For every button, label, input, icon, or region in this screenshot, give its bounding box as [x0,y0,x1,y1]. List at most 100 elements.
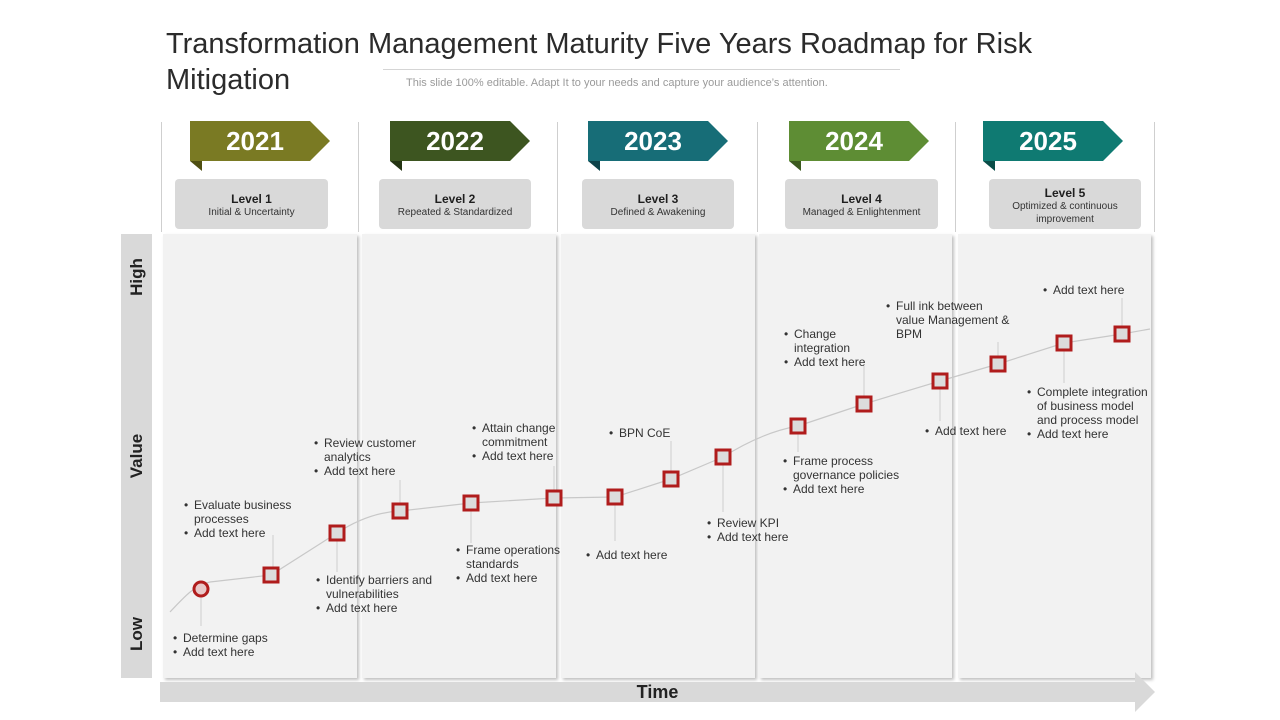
level-title: Level 3 [637,192,679,206]
note-line: Complete integration of business model a… [1027,385,1149,427]
milestone-marker [328,524,346,542]
year-tag-shape [789,121,929,161]
note-line: Frame process governance policies [783,454,923,482]
milestone-note: Frame operations standardsAdd text here [456,543,576,585]
milestone-note: Add text here [586,548,696,562]
note-line: Identify barriers and vulnerabilities [316,573,436,601]
note-line: Determine gaps [173,631,303,645]
year-tag-2021: 2021 [190,121,330,171]
milestone-note: Review customer analyticsAdd text here [314,436,434,478]
milestone-note: Full ink between value Management & BPM [886,299,1011,341]
year-tag-2022: 2022 [390,121,530,171]
milestone-marker [789,417,807,435]
milestone-marker [931,372,949,390]
subtitle: This slide 100% editable. Adapt It to yo… [406,77,828,89]
note-line: Add text here [784,355,884,369]
year-label: 2023 [624,126,682,156]
milestone-note: Add text here [925,424,1025,438]
year-tag-shape [190,121,330,161]
year-tag-shape [588,121,728,161]
milestone-note: Complete integration of business model a… [1027,385,1149,441]
milestone-note: BPN CoE [609,426,699,440]
note-line: Review customer analytics [314,436,434,464]
milestone-markers [192,325,1131,598]
year-tag-shape [390,121,530,161]
level-description: Optimized & continuous improvement [1012,201,1118,225]
milestone-note: Evaluate business processesAdd text here [184,498,314,540]
time-arrow [160,672,1155,712]
note-line: Add text here [184,526,314,540]
level-box-1: Level 1 Initial & Uncertainty [175,179,328,229]
connector-lines [200,298,1123,626]
milestone-marker [262,566,280,584]
note-line: Change integration [784,327,884,355]
milestone-note: Change integrationAdd text here [784,327,884,369]
milestone-note: Determine gapsAdd text here [173,631,303,659]
milestone-note: Review KPIAdd text here [707,516,807,544]
level-title: Level 4 [841,192,882,206]
note-line: Full ink between value Management & BPM [886,299,1011,341]
level-title: Level 1 [231,192,272,206]
note-line: Add text here [314,464,434,478]
note-line: Add text here [783,482,923,496]
milestone-marker [662,470,680,488]
column-divider [358,122,359,232]
year-label: 2022 [426,126,484,156]
level-box-2: Level 2 Repeated & Standardized [379,179,531,229]
level-description: Defined & Awakening [610,207,706,218]
note-line: Review KPI [707,516,807,530]
time-arrow-shape [160,672,1155,712]
note-line: Add text here [1027,427,1149,441]
milestone-marker [714,448,732,466]
title-divider [383,69,900,70]
note-line: Add text here [316,601,436,615]
column-divider [161,122,162,232]
milestone-note: Attain change commitmentAdd text here [472,421,582,463]
year-label: 2021 [226,126,284,156]
year-label: 2024 [825,126,883,156]
level-box-3: Level 3 Defined & Awakening [582,179,734,229]
note-line: Add text here [925,424,1025,438]
level-description: Repeated & Standardized [397,207,513,218]
milestone-marker [1113,325,1131,343]
year-tag-2025: 2025 [983,121,1123,171]
milestone-marker [545,489,563,507]
milestone-note: Frame process governance policiesAdd tex… [783,454,923,496]
milestone-marker [391,502,409,520]
year-tag-shape [983,121,1123,161]
page-title: Transformation Management Maturity Five … [166,28,1033,96]
note-line: Evaluate business processes [184,498,314,526]
milestone-note: Identify barriers and vulnerabilitiesAdd… [316,573,436,615]
milestone-marker [855,395,873,413]
note-line: Attain change commitment [472,421,582,449]
column-divider [757,122,758,232]
start-marker [192,580,210,598]
note-line: Add text here [472,449,582,463]
axis-label-time: Time [636,682,679,702]
note-line: Add text here [173,645,303,659]
milestone-marker [989,355,1007,373]
level-description: Managed & Enlightenment [802,207,921,218]
level-title: Level 5 [1044,186,1086,200]
note-line: BPN CoE [609,426,699,440]
milestone-marker [1055,334,1073,352]
year-tag-2024: 2024 [789,121,929,171]
column-divider [557,122,558,232]
note-line: Add text here [586,548,696,562]
level-box-5: Level 5 Optimized & continuous improveme… [989,179,1141,229]
note-line: Add text here [456,571,576,585]
milestone-marker [606,488,624,506]
value-axis-bar [121,234,152,678]
note-line: Add text here [707,530,807,544]
milestone-marker [462,494,480,512]
year-tag-2023: 2023 [588,121,728,171]
milestone-note: Add text here [1043,283,1143,297]
column-divider [1154,122,1155,232]
column-divider [955,122,956,232]
year-label: 2025 [1019,126,1077,156]
level-title: Level 2 [434,192,476,206]
note-line: Frame operations standards [456,543,576,571]
note-line: Add text here [1043,283,1143,297]
level-description: Initial & Uncertainty [208,207,295,218]
